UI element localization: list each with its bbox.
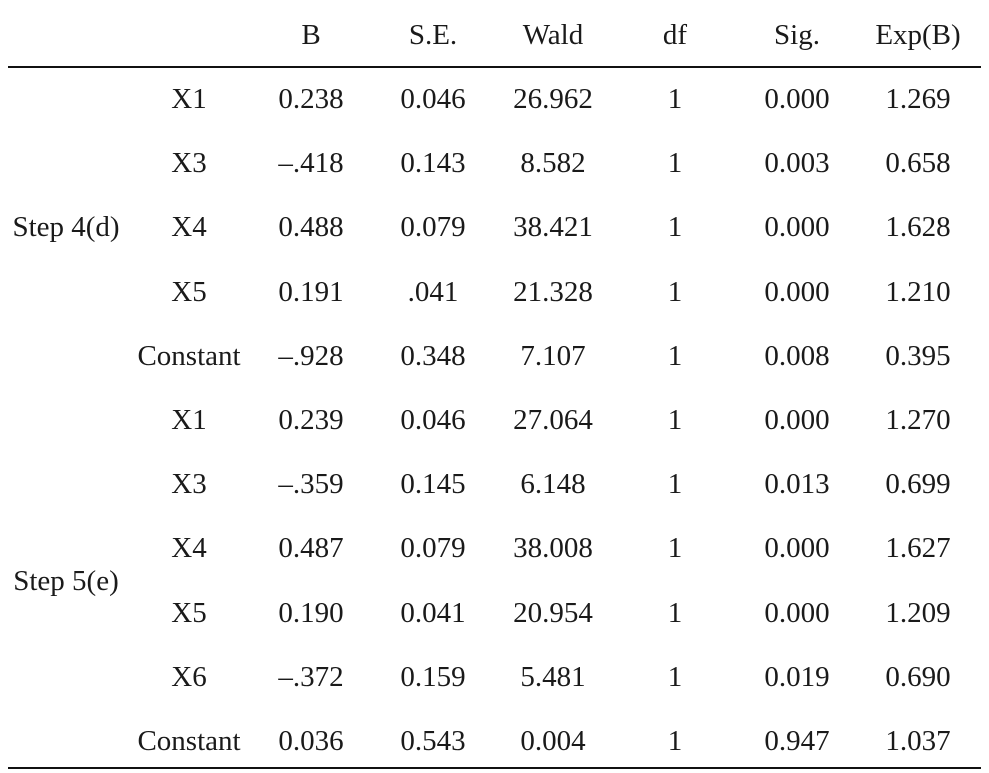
cell-variable: X4 xyxy=(171,211,207,244)
header-expb: Exp(B) xyxy=(875,19,961,51)
cell-b: 0.190 xyxy=(278,596,344,629)
cell-variable: X5 xyxy=(171,596,207,629)
cell-expb: 1.209 xyxy=(885,596,951,629)
cell-wald: 27.064 xyxy=(513,404,593,436)
cell-wald: 6.148 xyxy=(520,468,586,501)
cell-wald: 38.008 xyxy=(513,532,593,565)
cell-expb: 1.270 xyxy=(885,404,951,436)
cell-se: 0.046 xyxy=(400,404,466,436)
cell-variable: Constant xyxy=(137,339,241,372)
cell-se: 0.159 xyxy=(400,660,466,693)
cell-variable: X1 xyxy=(171,404,207,436)
cell-expb: 1.269 xyxy=(885,83,951,115)
cell-b: –.418 xyxy=(278,147,344,180)
cell-b: –.928 xyxy=(278,339,344,372)
cell-se: 0.348 xyxy=(400,339,466,372)
cell-b: 0.036 xyxy=(278,725,344,757)
cell-df: 1 xyxy=(667,211,683,244)
cell-variable: X6 xyxy=(171,660,207,693)
cell-wald: 7.107 xyxy=(520,339,586,372)
cell-b: –.372 xyxy=(278,660,344,693)
cell-se: 0.079 xyxy=(400,532,466,565)
cell-df: 1 xyxy=(667,596,683,629)
cell-wald: 0.004 xyxy=(520,725,586,757)
cell-variable: X3 xyxy=(171,147,207,180)
header-se: S.E. xyxy=(408,19,458,51)
cell-sig: 0.000 xyxy=(764,404,830,436)
cell-sig: 0.000 xyxy=(764,532,830,565)
cell-se: 0.046 xyxy=(400,83,466,115)
header-wald: Wald xyxy=(522,19,584,51)
cell-wald: 20.954 xyxy=(513,596,593,629)
cell-se: 0.079 xyxy=(400,211,466,244)
cell-variable: X4 xyxy=(171,532,207,565)
cell-wald: 8.582 xyxy=(520,147,586,180)
cell-expb: 1.627 xyxy=(885,532,951,565)
cell-df: 1 xyxy=(667,404,683,436)
cell-se: 0.543 xyxy=(400,725,466,757)
cell-sig: 0.000 xyxy=(764,211,830,244)
cell-variable: X1 xyxy=(171,83,207,115)
cell-sig: 0.947 xyxy=(764,725,830,757)
step-label: Step 5(e) xyxy=(13,564,119,597)
cell-expb: 0.690 xyxy=(885,660,951,693)
cell-df: 1 xyxy=(667,725,683,757)
cell-wald: 5.481 xyxy=(520,660,586,693)
cell-sig: 0.000 xyxy=(764,83,830,115)
cell-se: 0.041 xyxy=(400,596,466,629)
cell-df: 1 xyxy=(667,660,683,693)
cell-df: 1 xyxy=(667,275,683,308)
cell-expb: 0.658 xyxy=(885,147,951,180)
header-sig: Sig. xyxy=(774,19,820,51)
cell-expb: 1.037 xyxy=(885,725,951,757)
cell-variable: X5 xyxy=(171,275,207,308)
cell-expb: 1.210 xyxy=(885,275,951,308)
cell-df: 1 xyxy=(667,339,683,372)
cell-b: 0.238 xyxy=(278,83,344,115)
cell-sig: 0.003 xyxy=(764,147,830,180)
cell-wald: 38.421 xyxy=(513,211,593,244)
cell-df: 1 xyxy=(667,83,683,115)
header-b: B xyxy=(301,19,321,51)
header-df: df xyxy=(662,19,688,51)
cell-sig: 0.019 xyxy=(764,660,830,693)
cell-sig: 0.000 xyxy=(764,596,830,629)
step-label: Step 4(d) xyxy=(12,211,120,244)
cell-df: 1 xyxy=(667,468,683,501)
cell-sig: 0.013 xyxy=(764,468,830,501)
cell-df: 1 xyxy=(667,147,683,180)
cell-sig: 0.008 xyxy=(764,339,830,372)
cell-expb: 0.395 xyxy=(885,339,951,372)
cell-b: 0.239 xyxy=(278,404,344,436)
cell-se: 0.145 xyxy=(400,468,466,501)
cell-se: .041 xyxy=(407,275,459,308)
cell-b: –.359 xyxy=(278,468,344,501)
cell-df: 1 xyxy=(667,532,683,565)
table-bottom-rule xyxy=(8,767,981,769)
cell-b: 0.191 xyxy=(278,275,344,308)
cell-variable: Constant xyxy=(137,725,241,757)
table-top-rule xyxy=(8,66,981,68)
cell-wald: 21.328 xyxy=(513,275,593,308)
cell-wald: 26.962 xyxy=(513,83,593,115)
cell-expb: 0.699 xyxy=(885,468,951,501)
cell-expb: 1.628 xyxy=(885,211,951,244)
cell-b: 0.488 xyxy=(278,211,344,244)
cell-se: 0.143 xyxy=(400,147,466,180)
cell-b: 0.487 xyxy=(278,532,344,565)
cell-sig: 0.000 xyxy=(764,275,830,308)
cell-variable: X3 xyxy=(171,468,207,501)
